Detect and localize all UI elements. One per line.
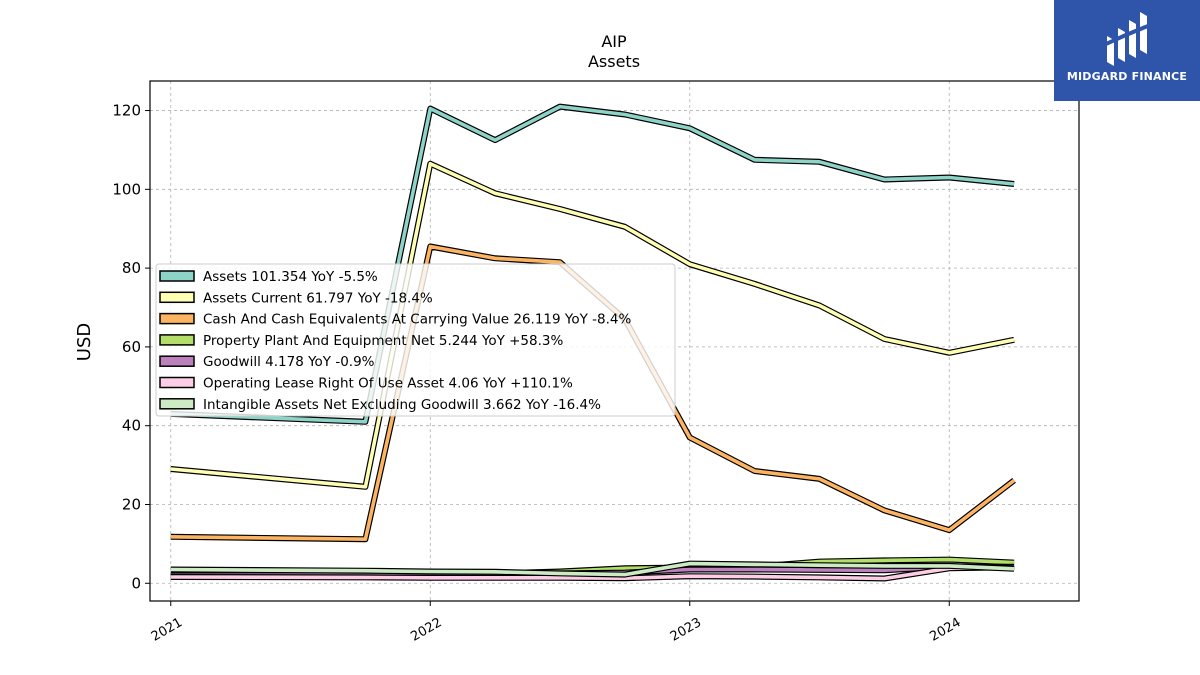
chart-subtitle: Assets (588, 52, 640, 71)
series-line (170, 565, 1015, 581)
plot-area-frame (149, 80, 1080, 602)
legend: Assets 101.354 YoY -5.5% Assets Current 6… (155, 263, 676, 417)
y-axis-label: USD (74, 323, 95, 361)
x-tick-label: 2022 (408, 615, 444, 645)
legend-swatch (159, 334, 195, 346)
series-line (170, 161, 1015, 489)
y-tick-label: 20 (122, 495, 141, 513)
y-tick-label: 0 (131, 574, 141, 592)
legend-label: Property Plant And Equipment Net 5.244 Y… (203, 333, 563, 349)
chart-title: AIP (601, 32, 627, 51)
y-tick-label: 40 (122, 417, 141, 435)
brand-logo: MIDGARD FINANCE (1054, 0, 1200, 101)
y-tick-label: 100 (112, 180, 141, 198)
series-line (170, 104, 1015, 424)
x-tick-label: 2024 (927, 615, 963, 645)
legend-box (155, 263, 676, 417)
legend-swatch (159, 376, 195, 389)
brand-mark-icon (1105, 12, 1149, 66)
legend-label: Intangible Assets Net Excluding Goodwill… (203, 397, 601, 413)
y-tick-label: 60 (122, 338, 141, 356)
x-tick-label: 2023 (668, 615, 704, 645)
legend-swatch (159, 398, 195, 410)
legend-label: Operating Lease Right Of Use Asset 4.06 … (203, 376, 573, 392)
y-axis-ticks: 0 20 40 60 80 100 120 (112, 102, 150, 592)
y-tick-label: 80 (122, 259, 141, 277)
legend-label: Assets Current 61.797 YoY -18.4% (203, 290, 433, 306)
legend-swatch (159, 291, 195, 304)
legend-swatch (159, 270, 195, 282)
legend-label: Assets 101.354 YoY -5.5% (203, 269, 378, 285)
legend-swatch (159, 355, 195, 367)
x-tick-label: 2021 (149, 615, 185, 645)
legend-label: Cash And Cash Equivalents At Carrying Va… (203, 312, 631, 328)
legend-label: Goodwill 4.178 YoY -0.9% (203, 354, 375, 370)
y-tick-label: 120 (112, 102, 141, 120)
series-line (170, 561, 1015, 577)
legend-swatch (159, 312, 195, 325)
brand-name: MIDGARD FINANCE (1066, 70, 1188, 83)
x-axis-ticks: 2021 2022 2023 2024 (149, 601, 964, 645)
